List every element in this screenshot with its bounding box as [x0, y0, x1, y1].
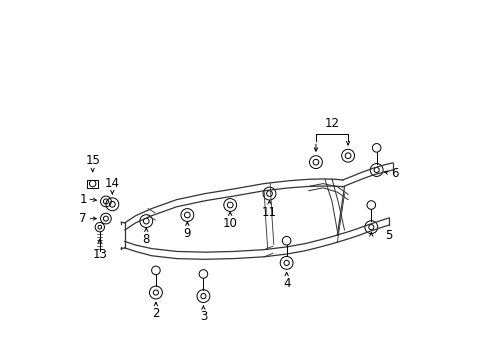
Text: 11: 11 [262, 206, 276, 219]
Bar [87, 180, 98, 188]
Text: 14: 14 [104, 177, 120, 190]
Text: 9: 9 [183, 227, 191, 240]
Text: 1: 1 [79, 193, 86, 206]
Text: 5: 5 [384, 229, 391, 242]
Text: 3: 3 [199, 310, 207, 323]
Text: 6: 6 [390, 167, 398, 180]
Text: 10: 10 [223, 217, 237, 230]
Text: 2: 2 [152, 307, 160, 320]
Text: 15: 15 [85, 154, 100, 167]
Text: 7: 7 [79, 212, 86, 225]
Text: 12: 12 [324, 117, 339, 130]
Text: 8: 8 [142, 233, 150, 246]
Text: 13: 13 [92, 248, 107, 261]
Text: 4: 4 [283, 277, 290, 290]
